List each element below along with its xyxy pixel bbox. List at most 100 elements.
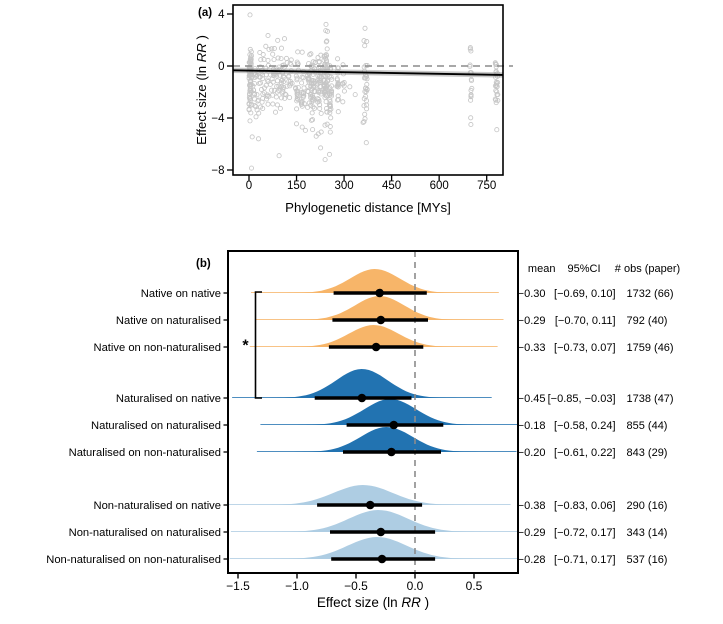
scatter-point [493,100,499,106]
scatter-point [264,92,271,98]
scatter-point [256,97,262,103]
scatter-point [321,53,327,59]
stats-mean: −0.18 [518,420,546,432]
scatter-point [299,89,305,95]
scatter-point [287,95,293,101]
panel-b-axes: −1.5 −1.0 −0.5 0.0 0.5 [226,573,483,593]
y-title-prefix: Effect size (ln [194,62,209,145]
scatter-point [288,57,294,63]
scatter-point [494,127,500,133]
scatter-point [247,59,253,65]
scatter-point [310,127,316,133]
scatter-point [467,45,473,51]
row-label: Non-naturalised on non-naturalised [46,554,221,566]
scatter-point [252,74,258,81]
x-title-prefix: Effect size (ln [317,595,402,610]
scatter-point [252,103,258,109]
significance-bracket [254,291,262,399]
scatter-point [307,52,313,58]
y-title-suffix: ) [194,35,209,43]
scatter-point [246,107,252,113]
scatter-point [468,121,474,128]
scatter-point [265,57,271,63]
scatter-point [494,81,500,87]
scatter-point [279,90,285,96]
scatter-point [252,96,258,102]
density-curve [275,427,499,452]
panel-a: (a) 0 150 300 450 600 750 4 0 −4 −8 Phylogenetic … [194,4,513,215]
scatter-point [284,83,290,89]
scatter-point [326,151,333,157]
scatter-point [248,74,254,80]
scatter-point [247,92,253,98]
scatter-point [321,81,327,87]
scatter-points-group [246,12,501,171]
scatter-point [247,98,253,104]
scatter-point [272,109,279,115]
stats-ci: [−0.70, 0.11] [555,315,616,327]
scatter-point [295,96,301,103]
scatter-point [269,87,275,93]
scatter-point [335,56,341,62]
scatter-point [248,165,255,171]
stats-ci: [−0.58, 0.24] [554,420,615,432]
scatter-point [270,101,276,107]
scatter-point [275,55,281,61]
scatter-point [328,88,334,94]
scatter-point [362,111,368,117]
scatter-point [308,51,314,57]
scatter-point [308,117,314,123]
density-curve [267,325,481,347]
scatter-point [309,110,315,116]
scatter-point [276,153,282,159]
scatter-point [253,104,259,110]
scatter-point [494,83,500,90]
scatter-point [335,109,341,115]
scatter-point [266,46,272,52]
scatter-point [271,45,277,52]
scatter-point [265,101,271,107]
x-tick-label: −1.5 [226,579,250,593]
scatter-point [293,121,300,127]
scatter-point [493,62,499,68]
scatter-point [327,104,333,110]
scatter-point [352,92,358,98]
y-title-italic: RR [194,43,209,63]
stats-obs: 843 (29) [627,447,668,459]
scatter-point [468,92,474,98]
density-curve [268,269,482,293]
scatter-point [317,105,323,112]
scatter-point [310,59,316,65]
row-label: Naturalised on native [116,393,221,405]
scatter-point [295,49,301,55]
scatter-point [322,157,328,163]
y-tick-label: 4 [218,9,225,21]
row-label: Naturalised on non-naturalised [69,447,221,459]
scatter-point [274,102,280,108]
scatter-point [246,101,252,107]
scatter-point [311,105,318,111]
scatter-point [340,62,346,68]
scatter-point [269,92,276,98]
row-labels-group: Native on native Native on naturalised Nat… [46,288,228,566]
scatter-point [247,12,253,18]
scatter-point [251,81,258,87]
scatter-point [299,124,305,130]
density-curve [250,369,474,398]
scatter-point [299,49,305,55]
scatter-point [299,103,305,109]
stats-ci: [−0.85, −0.03] [548,393,616,405]
panel-b-letter: (b) [196,258,211,270]
panel-a-border [232,4,504,176]
x-tick-label: −1.0 [285,579,309,593]
scatter-point [294,98,300,104]
scatter-point [318,145,324,151]
mean-dot [375,288,384,298]
stats-rows-group: −0.30 [−0.69, 0.10] 1732 (66) −0.29 [−0.70, … [518,288,674,566]
row-label: Native on native [141,288,221,300]
mean-dot [387,447,396,457]
scatter-point [283,55,290,61]
scatter-point [265,32,271,39]
x-tick-label: 750 [477,180,496,192]
stats-mean: −0.33 [518,342,546,354]
